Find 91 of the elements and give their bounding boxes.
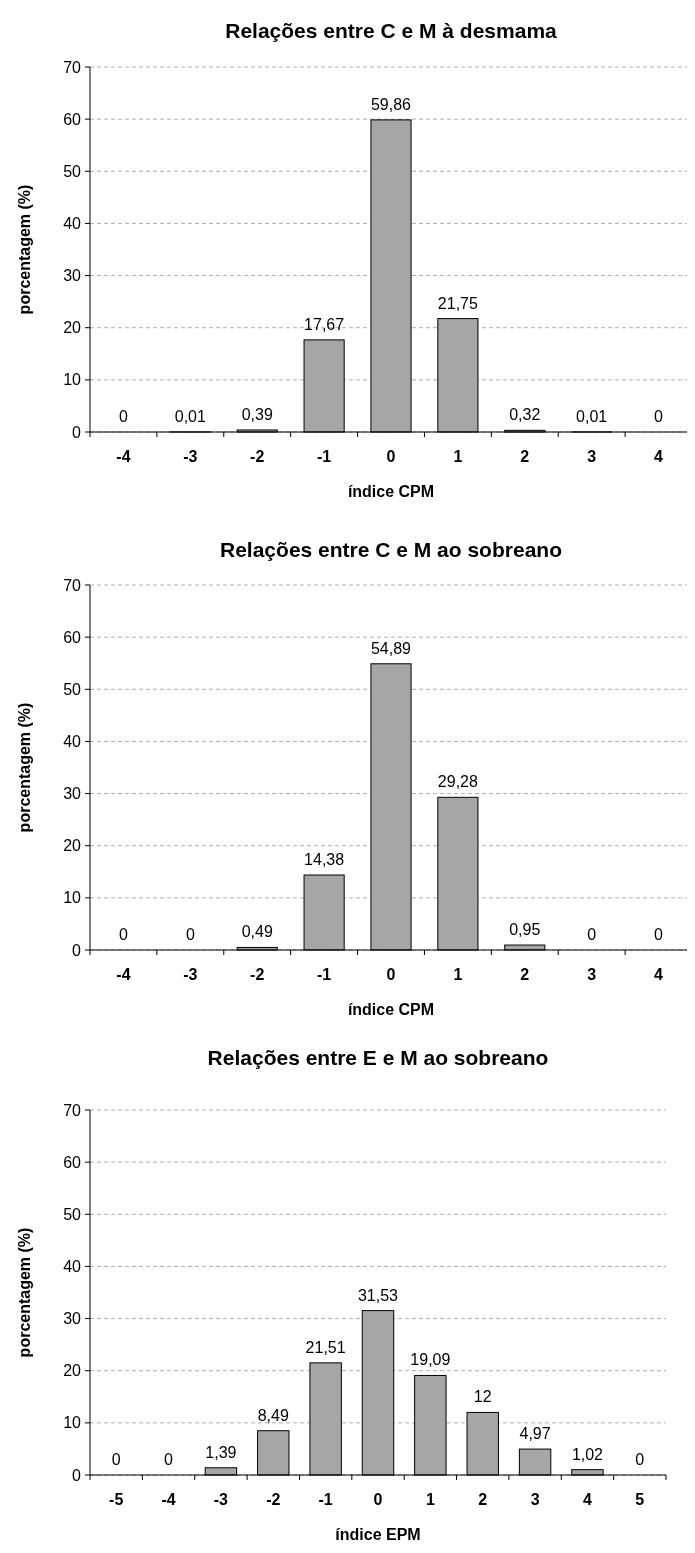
data-label: 14,38 (304, 851, 345, 869)
y-tick-label: 40 (63, 733, 82, 751)
data-label: 0 (654, 408, 664, 425)
data-label: 59,86 (370, 95, 412, 113)
data-label: 0 (635, 1451, 645, 1468)
y-tick-label: 10 (63, 1414, 82, 1432)
data-label: 0 (111, 1451, 121, 1468)
y-tick-label: 10 (63, 371, 82, 389)
data-label: 54,89 (370, 639, 412, 657)
x-tick-label: 1 (453, 966, 463, 983)
x-tick-label: 0 (373, 1491, 383, 1508)
data-label: 0 (118, 926, 128, 943)
data-label: 21,75 (437, 294, 479, 312)
data-label: 0 (118, 408, 128, 425)
x-tick-label: 3 (530, 1491, 540, 1508)
x-tick-label: 0 (386, 448, 396, 465)
y-axis-title: porcentagem (%) (16, 184, 33, 315)
x-tick-label: -3 (213, 1491, 229, 1508)
data-label: 0,01 (576, 407, 608, 425)
x-tick-label: 4 (583, 1491, 592, 1508)
data-label: 0,95 (509, 921, 541, 939)
x-tick-label: 1 (453, 448, 463, 465)
y-tick-label: 10 (63, 889, 82, 907)
data-label: 1,39 (205, 1443, 237, 1461)
y-tick-label: 60 (63, 1153, 82, 1171)
y-tick-label: 50 (63, 680, 82, 698)
y-tick-label: 0 (72, 1466, 82, 1484)
y-tick-label: 60 (63, 110, 82, 128)
x-tick-label: -2 (250, 448, 265, 465)
data-label: 12 (473, 1388, 492, 1406)
y-tick-label: 20 (63, 319, 82, 337)
chart-title: Relações entre E e M ao sobreano (207, 1046, 549, 1069)
data-label: 0 (654, 926, 664, 943)
data-label: 4,97 (519, 1425, 551, 1443)
data-label: 0,01 (174, 407, 207, 425)
x-tick-label: 0 (386, 966, 396, 983)
data-label: 0 (587, 926, 597, 943)
x-tick-label: -4 (116, 448, 131, 465)
data-label: 0,39 (241, 405, 273, 423)
data-label: 1,02 (571, 1445, 604, 1463)
data-label: 0 (164, 1451, 174, 1468)
y-tick-label: 40 (63, 1258, 82, 1276)
y-tick-label: 70 (63, 1101, 82, 1119)
chart-title: Relações entre C e M ao sobreano (220, 538, 562, 561)
y-axis-title: porcentagem (%) (16, 702, 33, 833)
x-tick-label: 1 (425, 1491, 435, 1508)
data-label: 0,32 (509, 406, 541, 424)
y-tick-label: 60 (63, 628, 82, 646)
chart-title: Relações entre C e M à desmama (225, 19, 558, 42)
data-label: 19,09 (410, 1351, 451, 1369)
x-tick-label: -1 (316, 448, 332, 465)
x-axis-title: índice EPM (335, 1526, 421, 1543)
x-tick-label: 4 (654, 448, 664, 465)
data-label: 31,53 (357, 1286, 399, 1304)
data-label: 21,51 (305, 1338, 346, 1356)
y-tick-label: 30 (63, 785, 82, 803)
data-label: 0 (185, 926, 195, 943)
x-tick-label: 2 (520, 966, 530, 983)
x-tick-label: -3 (183, 448, 198, 465)
x-tick-label: -1 (318, 1491, 333, 1508)
y-tick-label: 20 (63, 837, 82, 855)
data-label: 0,49 (241, 923, 273, 941)
y-tick-label: 30 (63, 1310, 82, 1328)
x-tick-label: 4 (654, 966, 664, 983)
x-tick-label: -2 (250, 966, 265, 983)
y-tick-label: 40 (63, 215, 82, 233)
x-tick-label: 2 (478, 1491, 488, 1508)
x-tick-label: 5 (635, 1491, 645, 1508)
y-tick-label: 70 (63, 576, 82, 594)
y-tick-label: 70 (63, 58, 82, 76)
x-tick-label: -4 (116, 966, 131, 983)
x-tick-label: -3 (183, 966, 198, 983)
y-tick-label: 20 (63, 1362, 82, 1380)
y-tick-label: 0 (72, 423, 82, 441)
x-axis-title: índice CPM (347, 1001, 435, 1018)
x-tick-label: -4 (161, 1491, 176, 1508)
y-axis-title: porcentagem (%) (16, 1227, 33, 1358)
data-label: 17,67 (304, 315, 345, 333)
x-tick-label: 3 (587, 448, 597, 465)
x-tick-label: 3 (587, 966, 597, 983)
y-tick-label: 50 (63, 162, 82, 180)
y-tick-label: 0 (72, 941, 82, 959)
data-label: 29,28 (437, 773, 479, 791)
data-label: 8,49 (257, 1406, 289, 1424)
x-axis-title: índice CPM (347, 483, 435, 500)
x-tick-label: 2 (520, 448, 530, 465)
x-tick-label: -5 (109, 1491, 124, 1508)
x-tick-label: -1 (316, 966, 332, 983)
y-tick-label: 30 (63, 267, 82, 285)
x-tick-label: -2 (266, 1491, 281, 1508)
y-tick-label: 50 (63, 1205, 82, 1223)
